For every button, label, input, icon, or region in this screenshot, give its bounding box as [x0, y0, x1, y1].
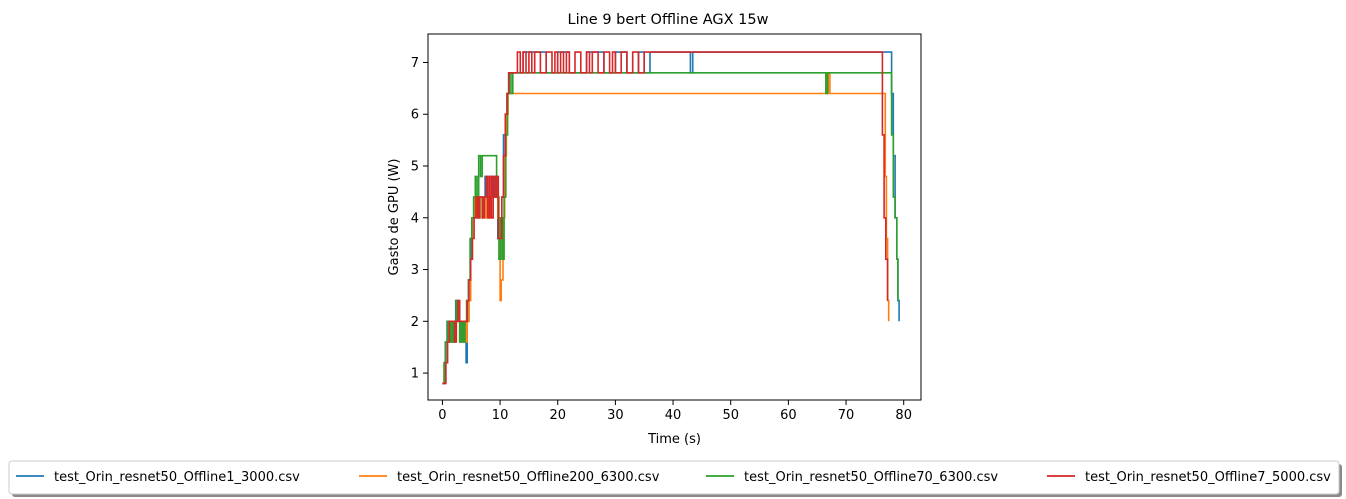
x-axis-ticks: 0 10 20 30 40 50 60 70 80 [438, 400, 912, 423]
y-tick-label: 6 [411, 108, 419, 123]
plot-lines [442, 51, 900, 385]
x-tick-label: 40 [665, 408, 682, 423]
y-tick-label: 7 [411, 56, 419, 71]
y-tick-label: 3 [411, 263, 419, 278]
y-axis-label: Gasto de GPU (W) [387, 159, 402, 276]
series-line-4 [442, 51, 889, 385]
x-tick-label: 70 [838, 408, 855, 423]
legend-label: test_Orin_resnet50_Offline200_6300.csv [397, 470, 660, 485]
y-axis-ticks: 1 2 3 4 5 6 7 [411, 56, 428, 382]
x-tick-label: 60 [780, 408, 797, 423]
legend-box [8, 460, 1340, 495]
x-axis-label: Time (s) [647, 432, 701, 447]
legend-label: test_Orin_resnet50_Offline70_6300.csv [744, 470, 998, 485]
y-tick-label: 4 [411, 211, 419, 226]
legend-entry: test_Orin_resnet50_Offline1_3000.csv [16, 470, 300, 485]
legend: test_Orin_resnet50_Offline1_3000.csv test… [8, 460, 1342, 497]
x-tick-label: 50 [722, 408, 739, 423]
x-tick-label: 20 [549, 408, 566, 423]
plot-frame [427, 33, 922, 401]
x-tick-label: 10 [492, 408, 509, 423]
series-line-3 [442, 72, 899, 385]
legend-entry: test_Orin_resnet50_Offline70_6300.csv [706, 470, 998, 485]
series-line-2 [442, 72, 890, 385]
legend-entry: test_Orin_resnet50_Offline7_5000.csv [1047, 470, 1331, 485]
legend-entry: test_Orin_resnet50_Offline200_6300.csv [359, 470, 660, 485]
x-tick-label: 80 [895, 408, 912, 423]
x-tick-label: 0 [438, 408, 446, 423]
y-tick-label: 2 [411, 315, 419, 330]
y-tick-label: 1 [411, 367, 419, 382]
x-tick-label: 30 [607, 408, 624, 423]
series-line-1 [442, 51, 900, 385]
legend-label: test_Orin_resnet50_Offline1_3000.csv [54, 470, 300, 485]
legend-label: test_Orin_resnet50_Offline7_5000.csv [1085, 470, 1331, 485]
y-tick-label: 5 [411, 160, 419, 175]
chart-title: Line 9 bert Offline AGX 15w [568, 12, 769, 28]
